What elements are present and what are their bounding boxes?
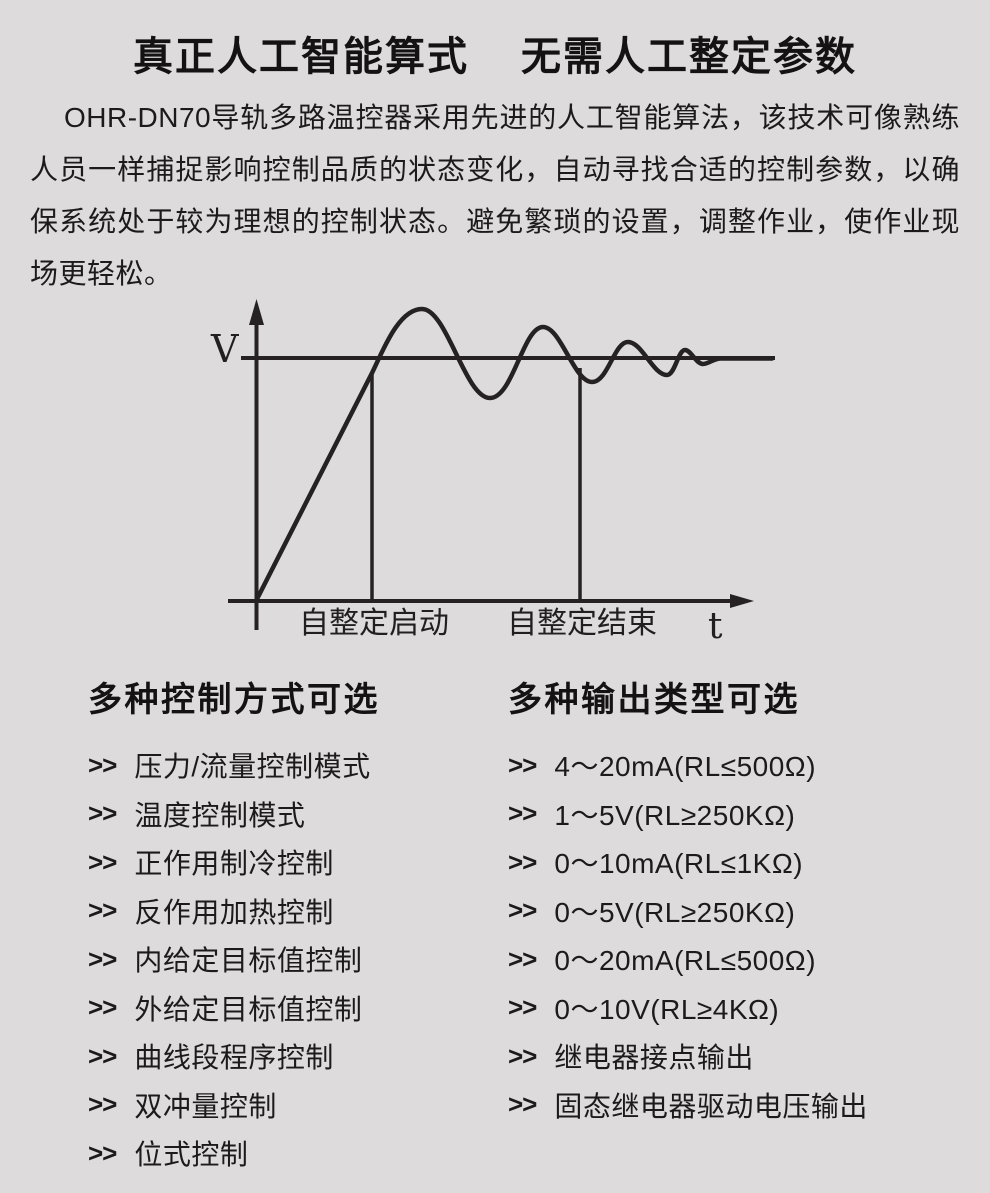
list-item: >> 0～10V(RL≥4KΩ) xyxy=(508,984,978,1033)
list-item: >> 正作用制冷控制 xyxy=(88,838,493,887)
control-modes-heading: 多种控制方式可选 xyxy=(88,681,380,719)
list-bullet: >> xyxy=(508,798,537,829)
list-item: >> 0～20mA(RL≤500Ω) xyxy=(508,935,978,984)
list-item-label: 外给定目标值控制 xyxy=(134,993,363,1025)
list-item-label: 固态继电器驱动电压输出 xyxy=(554,1090,868,1122)
output-types-heading: 多种输出类型可选 xyxy=(508,681,800,719)
list-bullet: >> xyxy=(88,1089,117,1120)
list-bullet: >> xyxy=(88,846,117,877)
list-item-label: 0～5V(RL≥250KΩ) xyxy=(554,896,796,928)
list-item: >> 位式控制 xyxy=(88,1129,493,1178)
output-types-section: 多种输出类型可选 >> 4～20mA(RL≤500Ω) >> 1～5V(RL≥2… xyxy=(508,683,978,1129)
list-bullet: >> xyxy=(508,1040,537,1071)
list-item: >> 温度控制模式 xyxy=(88,790,493,839)
autotune-start-label: 自整定启动 xyxy=(299,606,449,641)
page-title: 真正人工智能算式 无需人工整定参数 xyxy=(0,34,990,80)
page-title-part1: 真正人工智能算式 xyxy=(133,35,469,79)
x-axis-arrow-icon xyxy=(730,594,754,608)
list-item-label: 0～10V(RL≥4KΩ) xyxy=(554,993,780,1025)
list-bullet: >> xyxy=(88,798,117,829)
list-item: >> 固态继电器驱动电压输出 xyxy=(508,1081,978,1130)
list-item-label: 温度控制模式 xyxy=(134,799,306,831)
list-bullet: >> xyxy=(88,749,117,780)
autotune-end-label: 自整定结束 xyxy=(507,606,657,641)
list-bullet: >> xyxy=(88,1040,117,1071)
intro-paragraph: OHR-DN70导轨多路温控器采用先进的人工智能算法，该技术可像熟练人员一样捕捉… xyxy=(30,102,960,289)
list-item-label: 内给定目标值控制 xyxy=(134,945,363,977)
list-bullet: >> xyxy=(508,992,537,1023)
list-item: >> 继电器接点输出 xyxy=(508,1032,978,1081)
list-bullet: >> xyxy=(88,943,117,974)
y-axis-label: V xyxy=(210,327,239,371)
list-item-label: 1～5V(RL≥250KΩ) xyxy=(554,799,796,831)
list-item: >> 1～5V(RL≥250KΩ) xyxy=(508,790,978,839)
list-item-label: 曲线段程序控制 xyxy=(134,1042,334,1074)
list-bullet: >> xyxy=(88,992,117,1023)
list-item: >> 反作用加热控制 xyxy=(88,887,493,936)
list-bullet: >> xyxy=(508,895,537,926)
page-title-part2: 无需人工整定参数 xyxy=(521,35,857,79)
list-bullet: >> xyxy=(88,895,117,926)
list-item: >> 压力/流量控制模式 xyxy=(88,741,493,790)
list-item-label: 0～20mA(RL≤500Ω) xyxy=(554,945,817,977)
list-bullet: >> xyxy=(508,1089,537,1120)
list-item: >> 4～20mA(RL≤500Ω) xyxy=(508,741,978,790)
list-bullet: >> xyxy=(88,1137,117,1168)
control-modes-section: 多种控制方式可选 >> 压力/流量控制模式 >> 温度控制模式 >> 正作用制冷… xyxy=(88,683,493,1178)
list-item: >> 双冲量控制 xyxy=(88,1081,493,1130)
response-curve xyxy=(253,306,775,604)
autotune-diagram: V t 自整定启动 自整定结束 xyxy=(210,299,775,647)
list-item-label: 4～20mA(RL≤500Ω) xyxy=(554,751,817,783)
list-item-label: 0～10mA(RL≤1KΩ) xyxy=(554,848,804,880)
list-item: >> 内给定目标值控制 xyxy=(88,935,493,984)
list-bullet: >> xyxy=(508,943,537,974)
list-item: >> 0～10mA(RL≤1KΩ) xyxy=(508,838,978,887)
list-bullet: >> xyxy=(508,846,537,877)
list-item: >> 曲线段程序控制 xyxy=(88,1032,493,1081)
list-item-label: 位式控制 xyxy=(134,1139,249,1171)
x-axis-label: t xyxy=(708,606,723,647)
y-axis-arrow-icon xyxy=(249,299,264,325)
list-item-label: 双冲量控制 xyxy=(134,1090,277,1122)
list-item: >> 外给定目标值控制 xyxy=(88,984,493,1033)
list-item-label: 反作用加热控制 xyxy=(134,896,334,928)
list-item-label: 正作用制冷控制 xyxy=(134,848,334,880)
list-item-label: 继电器接点输出 xyxy=(554,1042,754,1074)
list-bullet: >> xyxy=(508,749,537,780)
list-item-label: 压力/流量控制模式 xyxy=(134,751,371,783)
list-item: >> 0～5V(RL≥250KΩ) xyxy=(508,887,978,936)
